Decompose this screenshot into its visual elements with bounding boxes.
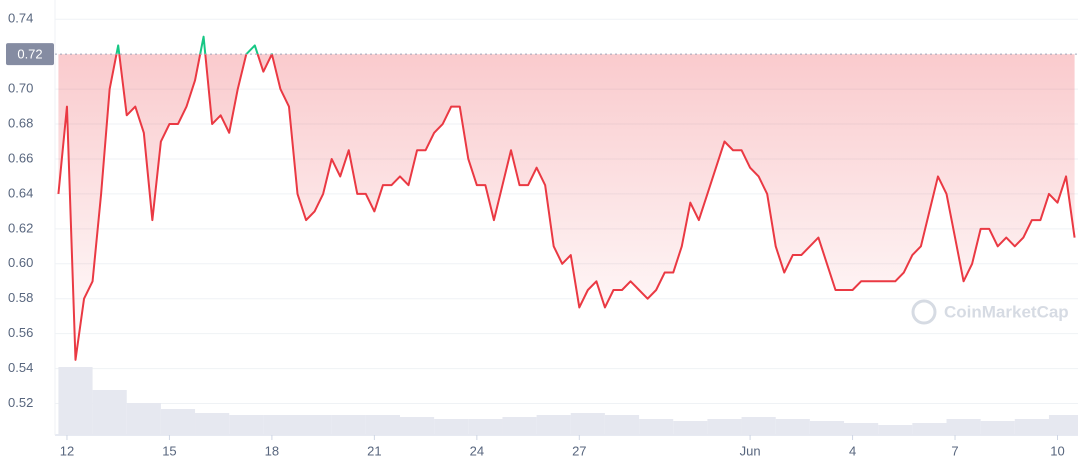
- volume-bar: [1049, 415, 1078, 435]
- volume-bar: [776, 419, 810, 435]
- y-tick-label: 0.62: [8, 220, 33, 235]
- area: [58, 37, 1074, 360]
- volume-bar: [912, 423, 946, 435]
- x-tick-label: Jun: [740, 443, 761, 458]
- volume-bar: [298, 415, 332, 435]
- price-area: [58, 37, 1074, 360]
- volume-bar: [673, 421, 707, 435]
- volume-bar: [981, 421, 1015, 435]
- y-tick-label: 0.64: [8, 185, 33, 200]
- x-tick-label: 12: [60, 443, 74, 458]
- volume-bar: [742, 417, 776, 435]
- volume-bar: [502, 417, 536, 435]
- y-tick-label: 0.60: [8, 255, 33, 270]
- page: CoinMarketCap 0.52 0.54 0.56 0.58 0.60 0.62 0.…: [0, 0, 1080, 465]
- y-tick-label: 0.68: [8, 115, 33, 130]
- volume-bar: [707, 419, 741, 435]
- baseline-label: 0.72: [17, 47, 42, 62]
- volume-bar: [161, 409, 195, 435]
- y-tick-label: 0.74: [8, 11, 33, 26]
- x-tick-label: 10: [1050, 443, 1064, 458]
- volume-bar: [537, 415, 571, 435]
- volume-bar: [1015, 419, 1049, 435]
- volume-bar: [58, 367, 92, 435]
- volume-bar: [229, 415, 263, 435]
- volume-bar: [127, 403, 161, 435]
- volume-bar: [571, 413, 605, 435]
- watermark-logo: [913, 301, 935, 323]
- volume-bar: [878, 425, 912, 435]
- volume-bar: [605, 415, 639, 435]
- y-tick-label: 0.54: [8, 360, 33, 375]
- volume-bar: [468, 419, 502, 435]
- volume-bar: [366, 415, 400, 435]
- y-tick-label: 0.56: [8, 325, 33, 340]
- watermark-text: CoinMarketCap: [944, 302, 1069, 321]
- x-tick-label: 15: [162, 443, 176, 458]
- y-tick-label: 0.58: [8, 290, 33, 305]
- x-tick-label: 21: [367, 443, 381, 458]
- y-tick-label: 0.70: [8, 81, 33, 96]
- volume-bar: [332, 415, 366, 435]
- x-tick-label: 24: [470, 443, 484, 458]
- volume-bar: [844, 423, 878, 435]
- y-tick-label: 0.66: [8, 150, 33, 165]
- x-tick-label: 4: [849, 443, 856, 458]
- volume-bar: [946, 419, 980, 435]
- volume-bar: [93, 390, 127, 435]
- x-tick-label: 18: [265, 443, 279, 458]
- volume-bars: [58, 367, 1078, 435]
- x-tick-label: 7: [951, 443, 958, 458]
- volume-bar: [639, 419, 673, 435]
- volume-bar: [195, 413, 229, 435]
- volume-bar: [400, 417, 434, 435]
- volume-bar: [810, 421, 844, 435]
- volume-bar: [434, 419, 468, 435]
- x-tick-label: 27: [572, 443, 586, 458]
- volume-bar: [263, 415, 297, 435]
- watermark: CoinMarketCap: [913, 301, 1069, 323]
- chart: CoinMarketCap 0.52 0.54 0.56 0.58 0.60 0.62 0.…: [0, 0, 1080, 465]
- y-tick-label: 0.52: [8, 395, 33, 410]
